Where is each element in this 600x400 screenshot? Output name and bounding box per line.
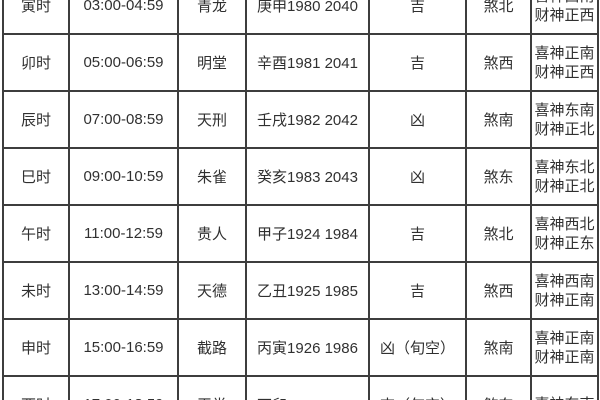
star-deity-cell: 青龙 — [177, 0, 247, 35]
xishen-direction: 喜神西北 — [534, 215, 595, 233]
luck-cell: 吉 — [368, 261, 467, 320]
ganzhi-years-cell: 辛酉1981 2041 — [245, 33, 370, 92]
sha-direction-cell: 煞西 — [465, 33, 532, 92]
luck-cell: 凶 — [368, 90, 467, 149]
table-row-chenshi: 辰时 07:00-08:59 天刑 壬戌1982 2042 凶 煞南 喜神东南 … — [2, 90, 599, 149]
table-row-weishi: 未时 13:00-14:59 天德 乙丑1925 1985 吉 煞西 喜神西南 … — [2, 261, 599, 320]
gods-direction-cell: 喜神西北 财神正东 — [530, 204, 599, 263]
gods-direction-cell: 喜神西南 财神正西 — [530, 0, 599, 35]
sha-direction-cell: 煞西 — [465, 261, 532, 320]
hour-name-cell: 辰时 — [2, 90, 70, 149]
luck-cell: 吉（旬空） — [368, 375, 467, 400]
xishen-direction: 喜神西南 — [534, 272, 595, 290]
caishen-direction: 财神正南 — [534, 291, 595, 309]
ganzhi-years-cell: 乙丑1925 1985 — [245, 261, 370, 320]
star-deity-cell: 截路 — [177, 318, 247, 377]
table-row-maoshi: 卯时 05:00-06:59 明堂 辛酉1981 2041 吉 煞西 喜神正南 … — [2, 33, 599, 92]
caishen-direction: 财神正南 — [534, 348, 595, 366]
table-row-shenshi: 申时 15:00-16:59 截路 丙寅1926 1986 凶（旬空） 煞南 喜… — [2, 318, 599, 377]
caishen-direction: 财神正东 — [534, 234, 595, 252]
gods-direction-cell: 喜神正南 财神正南 — [530, 318, 599, 377]
star-deity-cell: 玉堂 — [177, 375, 247, 400]
star-deity-cell: 天刑 — [177, 90, 247, 149]
time-range-cell: 17:00-18:59 — [68, 375, 179, 400]
hour-name-cell: 午时 — [2, 204, 70, 263]
time-range-cell: 03:00-04:59 — [68, 0, 179, 35]
luck-cell: 吉 — [368, 204, 467, 263]
star-deity-cell: 明堂 — [177, 33, 247, 92]
ganzhi-years-cell: 丙寅1926 1986 — [245, 318, 370, 377]
time-range-cell: 13:00-14:59 — [68, 261, 179, 320]
xishen-direction: 喜神东北 — [534, 158, 595, 176]
sha-direction-cell: 煞东 — [465, 147, 532, 206]
ganzhi-years-cell: 壬戌1982 2042 — [245, 90, 370, 149]
time-range-cell: 11:00-12:59 — [68, 204, 179, 263]
time-range-cell: 05:00-06:59 — [68, 33, 179, 92]
table-row-wushi: 午时 11:00-12:59 贵人 甲子1924 1984 吉 煞北 喜神西北 … — [2, 204, 599, 263]
star-deity-cell: 朱雀 — [177, 147, 247, 206]
sha-direction-cell: 煞北 — [465, 0, 532, 35]
gods-direction-cell: 喜神东南 — [530, 375, 599, 400]
luck-cell: 吉 — [368, 0, 467, 35]
sha-direction-cell: 煞南 — [465, 318, 532, 377]
star-deity-cell: 贵人 — [177, 204, 247, 263]
caishen-direction: 财神正北 — [534, 120, 595, 138]
hour-name-cell: 巳时 — [2, 147, 70, 206]
sha-direction-cell: 煞东 — [465, 375, 532, 400]
caishen-direction: 财神正北 — [534, 177, 595, 195]
xishen-direction: 喜神正南 — [534, 44, 595, 62]
star-deity-cell: 天德 — [177, 261, 247, 320]
gods-direction-cell: 喜神东北 财神正北 — [530, 147, 599, 206]
luck-cell: 凶（旬空） — [368, 318, 467, 377]
time-range-cell: 15:00-16:59 — [68, 318, 179, 377]
ganzhi-years-cell: 丁卯1927 1987 — [245, 375, 370, 400]
hour-name-cell: 申时 — [2, 318, 70, 377]
xishen-direction: 喜神西南 — [533, 0, 596, 6]
ganzhi-years-cell: 甲子1924 1984 — [245, 204, 370, 263]
xishen-direction: 喜神东南 — [533, 395, 596, 400]
hour-name-cell: 酉时 — [2, 375, 70, 400]
table-row-yinshi: 寅时 03:00-04:59 青龙 庚申1980 2040 吉 煞北 喜神西南 … — [2, 0, 599, 35]
time-range-cell: 09:00-10:59 — [68, 147, 179, 206]
table-row-youshi: 酉时 17:00-18:59 玉堂 丁卯1927 1987 吉（旬空） 煞东 喜… — [2, 375, 599, 400]
luck-cell: 吉 — [368, 33, 467, 92]
xishen-direction: 喜神东南 — [534, 101, 595, 119]
gods-direction-cell: 喜神西南 财神正南 — [530, 261, 599, 320]
gods-direction-cell: 喜神正南 财神正西 — [530, 33, 599, 92]
ganzhi-years-cell: 庚申1980 2040 — [245, 0, 370, 35]
luck-cell: 凶 — [368, 147, 467, 206]
caishen-direction: 财神正西 — [534, 63, 595, 81]
hour-name-cell: 卯时 — [2, 33, 70, 92]
table-row-sishi: 巳时 09:00-10:59 朱雀 癸亥1983 2043 凶 煞东 喜神东北 … — [2, 147, 599, 206]
sha-direction-cell: 煞北 — [465, 204, 532, 263]
hour-name-cell: 未时 — [2, 261, 70, 320]
xishen-direction: 喜神正南 — [534, 329, 595, 347]
gods-direction-cell: 喜神东南 财神正北 — [530, 90, 599, 149]
time-range-cell: 07:00-08:59 — [68, 90, 179, 149]
caishen-direction: 财神正西 — [534, 6, 595, 24]
ganzhi-years-cell: 癸亥1983 2043 — [245, 147, 370, 206]
hour-name-cell: 寅时 — [2, 0, 70, 35]
sha-direction-cell: 煞南 — [465, 90, 532, 149]
